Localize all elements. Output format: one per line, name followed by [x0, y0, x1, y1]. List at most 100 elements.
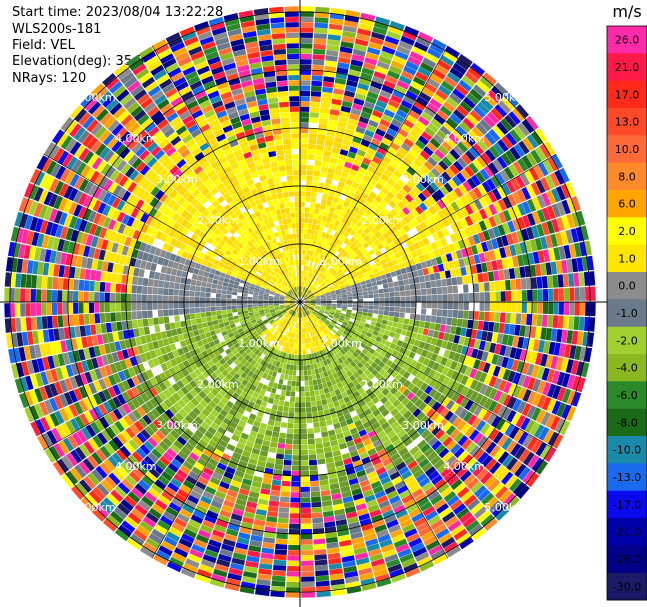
velocity-gate: [497, 451, 510, 464]
velocity-gate: [399, 188, 408, 197]
velocity-gate: [199, 333, 207, 340]
velocity-gate: [254, 326, 261, 331]
velocity-gate: [171, 328, 178, 337]
velocity-gate: [491, 238, 499, 250]
velocity-gate: [389, 65, 403, 75]
velocity-gate: [304, 304, 309, 308]
velocity-gate: [350, 360, 357, 368]
velocity-gate: [541, 314, 548, 327]
velocity-gate: [250, 453, 259, 460]
velocity-gate: [362, 339, 369, 345]
velocity-gate: [460, 169, 471, 181]
velocity-gate: [327, 552, 341, 560]
velocity-gate: [349, 450, 359, 458]
velocity-gate: [395, 328, 402, 335]
velocity-gate: [362, 212, 370, 220]
velocity-gate: [83, 475, 96, 490]
velocity-gate: [423, 199, 432, 209]
velocity-gate: [416, 295, 422, 302]
velocity-gate: [306, 327, 310, 333]
velocity-gate: [302, 292, 305, 298]
velocity-gate: [351, 252, 358, 259]
velocity-gate: [309, 475, 319, 482]
velocity-gate: [342, 372, 349, 380]
velocity-gate: [395, 192, 404, 201]
velocity-gate: [147, 294, 153, 302]
velocity-gate: [185, 374, 194, 383]
velocity-gate: [382, 364, 390, 372]
velocity-gate: [300, 186, 306, 192]
velocity-gate: [430, 411, 440, 422]
velocity-gate: [391, 533, 406, 544]
velocity-gate: [281, 368, 286, 375]
velocity-gate: [62, 352, 71, 365]
velocity-gate: [323, 188, 330, 195]
velocity-gate: [534, 264, 542, 277]
velocity-gate: [256, 578, 271, 586]
velocity-gate: [366, 238, 374, 246]
velocity-gate: [247, 333, 253, 340]
velocity-gate: [505, 132, 518, 146]
velocity-gate: [552, 434, 564, 449]
velocity-gate: [477, 320, 484, 331]
velocity-gate: [131, 375, 140, 386]
velocity-gate: [209, 476, 221, 486]
velocity-gate: [313, 363, 318, 369]
velocity-gate: [359, 333, 366, 339]
velocity-gate: [112, 331, 119, 342]
velocity-gate: [373, 239, 381, 246]
velocity-gate: [231, 404, 240, 412]
velocity-gate: [226, 358, 234, 366]
velocity-gate: [353, 43, 368, 52]
velocity-gate: [421, 87, 435, 98]
velocity-gate: [536, 223, 545, 237]
velocity-gate: [277, 443, 286, 449]
velocity-gate: [356, 314, 362, 319]
velocity-gate: [211, 435, 221, 444]
velocity-gate: [481, 351, 489, 362]
velocity-gate: [341, 391, 348, 399]
velocity-gate: [483, 72, 497, 86]
velocity-gate: [429, 137, 441, 149]
velocity-gate: [568, 273, 575, 287]
velocity-gate: [229, 456, 240, 465]
velocity-gate: [303, 311, 307, 317]
velocity-gate: [542, 302, 549, 314]
velocity-gate: [314, 269, 319, 275]
velocity-gate: [328, 241, 334, 247]
velocity-gate: [259, 563, 273, 570]
velocity-gate: [368, 259, 375, 266]
velocity-gate: [306, 422, 314, 429]
velocity-gate: [182, 503, 195, 514]
velocity-gate: [481, 455, 493, 468]
velocity-gate: [300, 307, 303, 313]
velocity-gate: [253, 442, 262, 450]
velocity-gate: [287, 308, 293, 313]
velocity-gate: [521, 290, 527, 302]
velocity-gate: [428, 470, 440, 481]
velocity-gate: [328, 314, 334, 319]
velocity-gate: [367, 365, 375, 373]
velocity-gate: [316, 139, 325, 146]
velocity-gate: [313, 341, 317, 347]
velocity-gate: [304, 255, 308, 261]
velocity-gate: [447, 302, 453, 310]
velocity-gate: [308, 326, 312, 332]
velocity-gate: [384, 553, 399, 563]
velocity-gate: [380, 476, 392, 485]
velocity-gate: [161, 412, 171, 423]
velocity-gate: [277, 333, 282, 339]
velocity-gate: [321, 215, 328, 222]
velocity-gate: [498, 379, 507, 392]
velocity-gate: [268, 304, 274, 307]
velocity-gate: [127, 367, 136, 378]
velocity-gate: [337, 246, 343, 253]
velocity-gate: [91, 469, 104, 483]
velocity-gate: [401, 494, 414, 504]
velocity-gate: [347, 302, 353, 305]
velocity-gate: [373, 297, 379, 302]
velocity-gate: [441, 278, 447, 287]
velocity-gate: [508, 426, 520, 440]
velocity-gate: [566, 406, 577, 422]
velocity-gate: [398, 75, 412, 85]
